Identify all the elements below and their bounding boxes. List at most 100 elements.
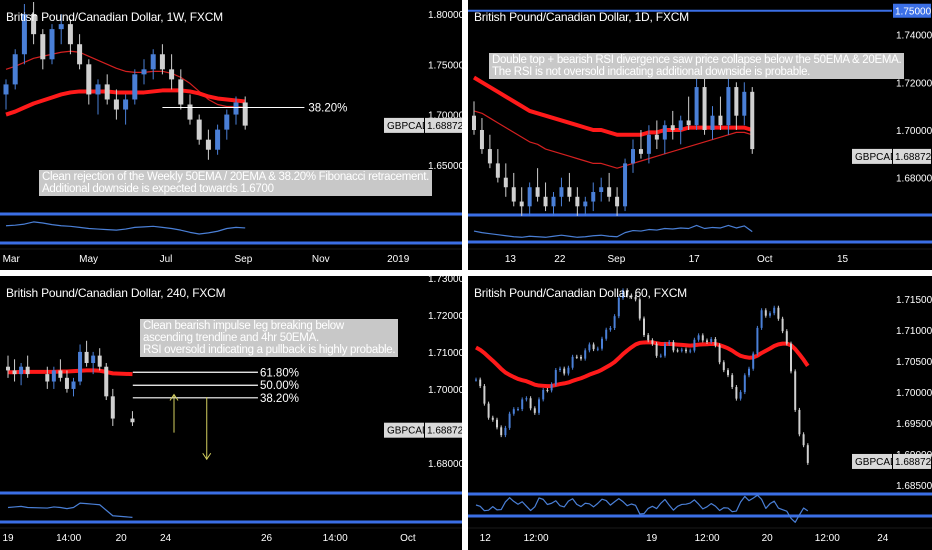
- weekly-candle-body: [49, 29, 55, 60]
- h1-rsi-line: [475, 494, 809, 523]
- h1-candle-body: [680, 349, 683, 351]
- h1-candle-body: [538, 399, 540, 413]
- h4-chart-title: British Pound/Canadian Dollar, 240, FXCM: [6, 286, 226, 300]
- daily-candle-body: [567, 187, 572, 197]
- h1-candle-body: [743, 375, 746, 393]
- daily-candle-body: [551, 196, 556, 207]
- h1-candle-body: [764, 310, 767, 316]
- h1-candle-body: [546, 389, 549, 391]
- h1-x-tick: 12:00: [815, 533, 840, 544]
- h1-candle-body: [798, 409, 801, 435]
- h4-fib-label: 61.80%: [260, 367, 299, 379]
- h1-candle-body: [769, 313, 771, 316]
- h4-y-tick: 1.73000: [428, 276, 462, 285]
- h1-candle-body: [777, 307, 780, 319]
- weekly-candle-body: [40, 34, 46, 60]
- h1-candle-body: [496, 419, 498, 428]
- weekly-candle-body: [86, 64, 92, 95]
- daily-candle-body: [591, 192, 596, 202]
- daily-annotation: Double top + bearish RSI divergence saw …: [489, 53, 905, 79]
- weekly-rsi-line: [5, 221, 246, 235]
- weekly-x-tick: May: [79, 254, 98, 265]
- h4-x-tick: 20: [116, 533, 128, 544]
- h4-y-tick: 1.71000: [428, 348, 462, 359]
- weekly-chart-panel[interactable]: 1.80000 1.75000 1.70000 1.65000 Mar May Jul Sep…: [0, 0, 462, 270]
- h4-rsi-line: [7, 502, 133, 518]
- h1-candle-body: [739, 392, 742, 399]
- weekly-candle-body: [224, 114, 230, 130]
- h1-candle-body: [550, 384, 553, 391]
- daily-ema20-line: [473, 110, 753, 169]
- h4-price-badge: [425, 422, 462, 438]
- h1-y-tick: 1.70500: [896, 357, 932, 368]
- weekly-candle-body: [242, 102, 248, 126]
- h1-candle-body: [588, 344, 591, 351]
- weekly-candle-body: [95, 84, 101, 95]
- weekly-candle-body: [104, 84, 110, 100]
- daily-x-tick: 22: [554, 254, 566, 265]
- h1-candle-body: [613, 316, 616, 328]
- h1-x-tick: 19: [646, 533, 658, 544]
- daily-candle-body: [694, 87, 699, 126]
- h1-candle-body: [664, 343, 666, 356]
- h1-candle-body: [718, 345, 721, 363]
- h1-candle-body: [542, 389, 545, 400]
- weekly-candle-body: [196, 119, 202, 140]
- h4-arrow-head-down: [202, 452, 212, 461]
- daily-x-tick: 13: [505, 254, 517, 265]
- h4-candle-body: [51, 370, 56, 382]
- h4-chart-panel[interactable]: 1.730001.720001.710001.700001.690001.680…: [0, 276, 462, 550]
- h4-candle-body: [12, 370, 17, 375]
- h1-candle-body: [626, 290, 629, 296]
- h1-candle-body: [617, 297, 620, 317]
- daily-candle-body: [718, 115, 723, 126]
- daily-candle-body: [472, 115, 476, 130]
- weekly-candle-body: [113, 99, 119, 110]
- h1-candle-body: [668, 342, 671, 344]
- h1-candle-body: [508, 413, 511, 428]
- daily-x-tick: 15: [837, 254, 849, 265]
- weekly-candle-body: [31, 14, 37, 35]
- daily-candle-body: [527, 187, 532, 207]
- h4-x-tick: Oct: [400, 533, 416, 544]
- h4-x-tick: 19: [3, 533, 15, 544]
- h1-y-tick: 1.71500: [896, 295, 932, 306]
- h4-price-badge-text: 1.68872: [427, 426, 462, 437]
- weekly-y-tick: 1.80000: [428, 10, 462, 21]
- daily-symbol-badge: [852, 148, 892, 164]
- daily-price-badge: [893, 148, 931, 164]
- daily-candle-body: [495, 163, 500, 178]
- daily-candle-body: [750, 91, 755, 150]
- h1-candle-body: [647, 335, 650, 341]
- h1-candle-body: [643, 318, 645, 336]
- h1-candle-body: [529, 398, 532, 409]
- weekly-x-tick: 2019: [387, 254, 410, 265]
- daily-x-tick: Sep: [608, 254, 626, 265]
- h1-candle-body: [634, 297, 637, 300]
- daily-candle-body: [742, 91, 747, 116]
- weekly-chart-title: British Pound/Canadian Dollar, 1W, FXCM: [6, 10, 223, 24]
- h4-candle-body: [84, 351, 89, 364]
- h1-chart-title: British Pound/Canadian Dollar, 60, FXCM: [474, 286, 687, 300]
- h1-candle-body: [475, 379, 477, 381]
- daily-chart-panel[interactable]: 1.74000 1.72000 1.70000 1.68000 13 22 Sep 17 Oct…: [468, 0, 932, 270]
- h1-candle-body: [685, 349, 687, 352]
- h1-candle-body: [491, 417, 494, 420]
- h1-x-tick: 12:00: [695, 533, 720, 544]
- h1-candle-body: [638, 299, 641, 319]
- weekly-candle-body: [169, 69, 175, 80]
- daily-chart-canvas: 1.74000 1.72000 1.70000 1.68000 13 22 Sep 17 Oct…: [468, 3, 932, 265]
- h1-candle-body: [773, 307, 776, 314]
- weekly-annotation: Clean rejection of the Weekly 50EMA / 20…: [39, 170, 433, 196]
- h1-y-tick: 1.69500: [896, 419, 932, 430]
- h1-candle-body: [697, 335, 700, 340]
- weekly-y-tick: 1.75000: [428, 60, 462, 71]
- daily-x-tick: 17: [689, 254, 701, 265]
- h1-candle-body: [781, 318, 784, 332]
- weekly-x-tick: Sep: [235, 254, 253, 265]
- h1-candle-body: [693, 339, 696, 351]
- h4-chart-canvas: 1.730001.720001.710001.700001.690001.680…: [0, 276, 462, 544]
- h1-chart-panel[interactable]: 1.715001.710001.705001.700001.695001.690…: [468, 276, 932, 550]
- h1-symbol-badge-text: GBPCAD: [855, 457, 897, 468]
- h1-candle-body: [521, 399, 524, 410]
